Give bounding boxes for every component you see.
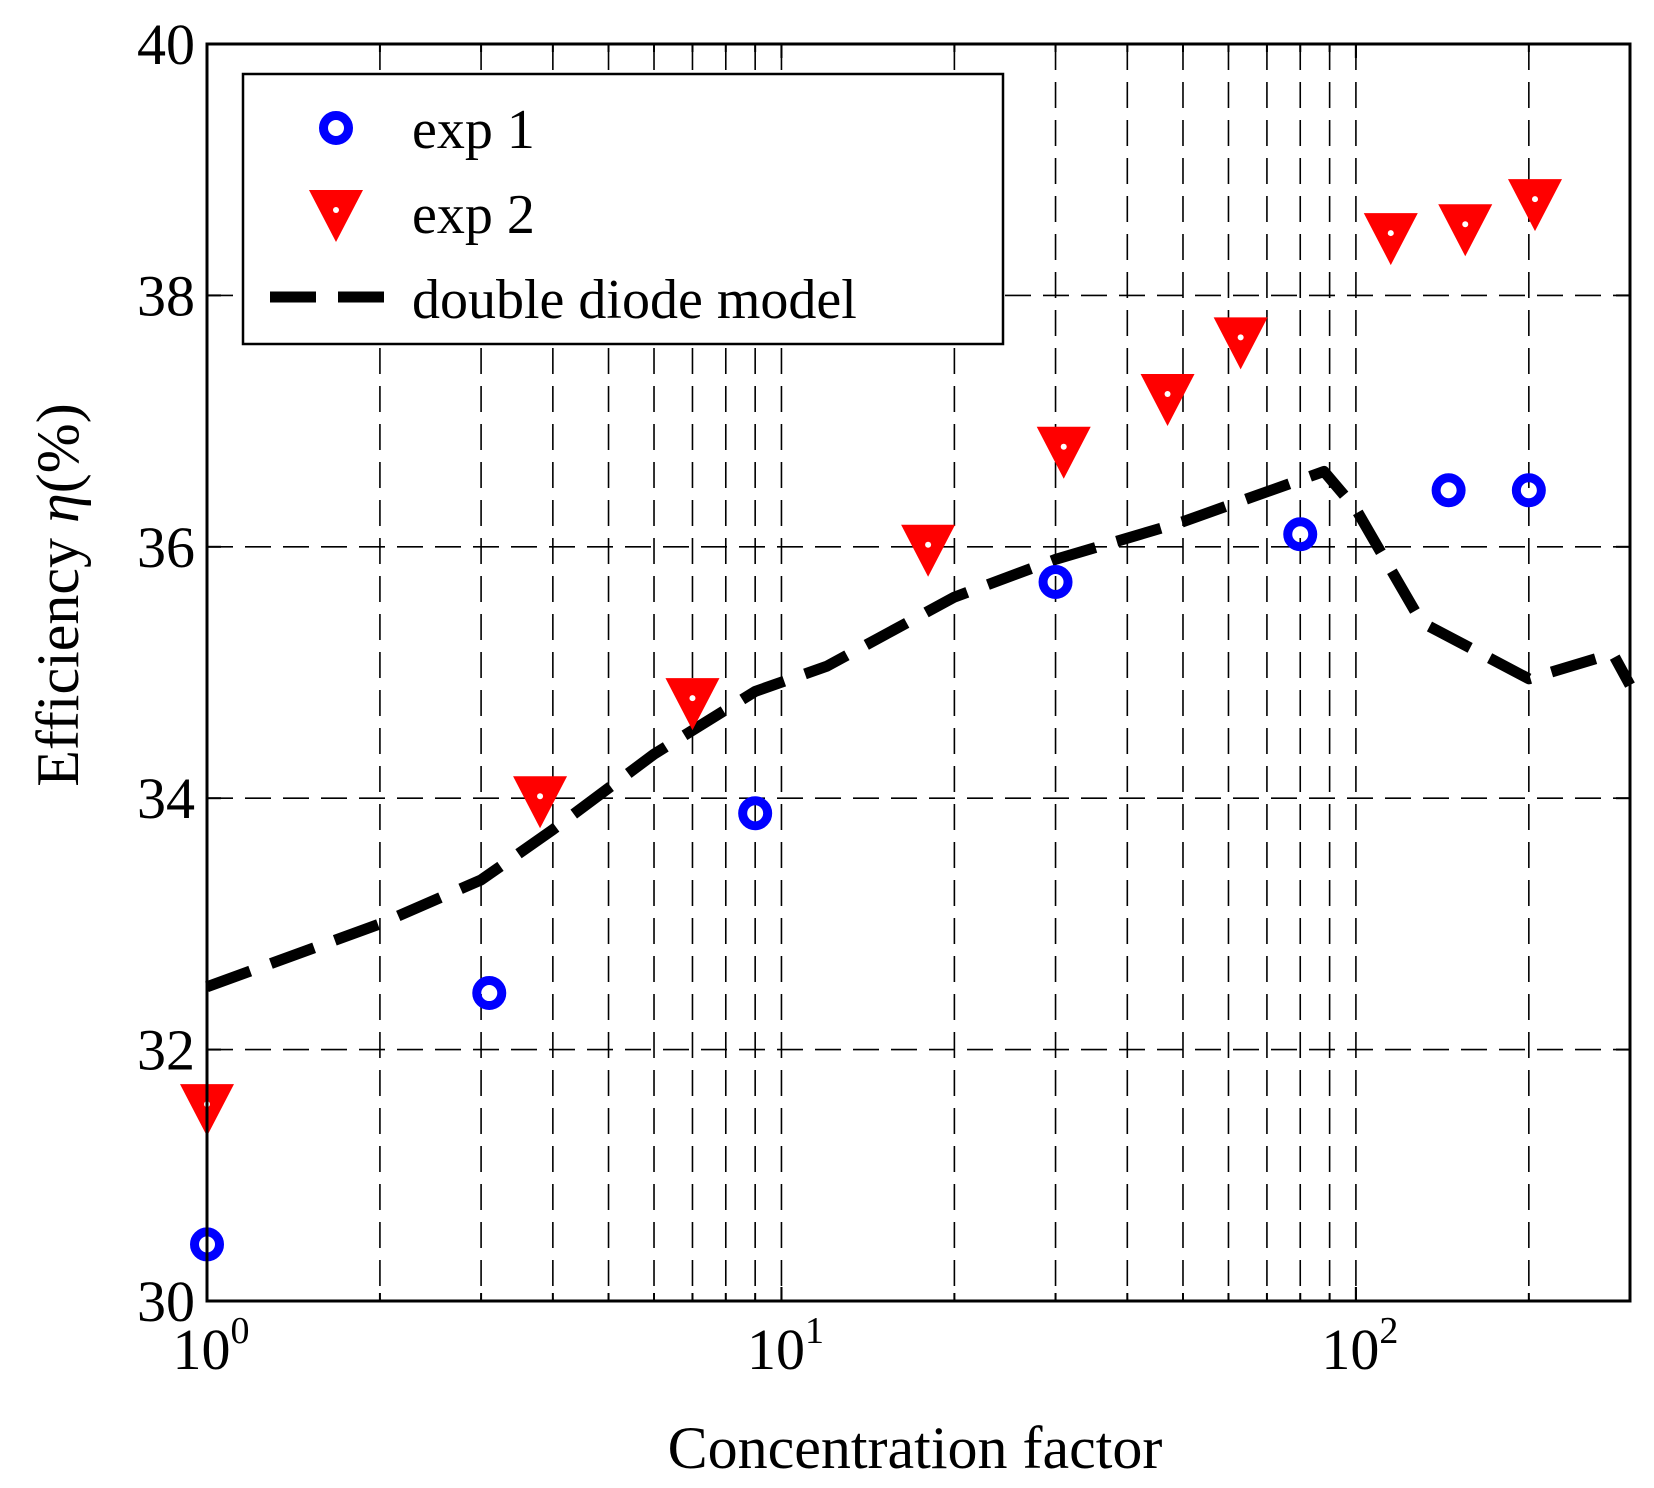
data-point-exp2-fill <box>1363 213 1418 266</box>
data-point-exp2-fill <box>1438 204 1493 257</box>
y-axis-label: Efficiency η(%) <box>25 403 91 786</box>
series-line-double-diode-model <box>205 465 1635 992</box>
data-point-exp2-dot <box>689 695 696 702</box>
data-point-exp2-fill <box>1508 179 1563 232</box>
data-point-exp2 <box>665 678 720 731</box>
data-point-exp2 <box>1036 426 1091 479</box>
legend-label-exp1: exp 1 <box>412 99 535 161</box>
y-axis-label-prefix: Efficiency <box>25 523 91 787</box>
data-point-exp2 <box>1213 317 1268 370</box>
x-axis-label: Concentration factor <box>668 1415 1163 1481</box>
y-axis-label-symbol: η <box>25 493 91 523</box>
y-tick-label: 34 <box>137 766 195 831</box>
data-point-exp2 <box>513 776 568 829</box>
legend-marker-exp2 <box>309 190 363 242</box>
y-axis-label-suffix: (%) <box>25 403 91 493</box>
data-point-exp1 <box>1038 564 1073 599</box>
plot-frame <box>205 42 1632 1303</box>
data-point-exp2-fill <box>1213 317 1268 370</box>
x-tick-label: 102 <box>1321 1310 1398 1382</box>
data-point-exp2-dot <box>1462 221 1469 228</box>
data-point-exp2-dot <box>1387 230 1394 237</box>
data-point-exp1 <box>472 976 507 1011</box>
data-point-exp2 <box>901 524 956 577</box>
data-point-exp2-dot <box>1060 443 1067 450</box>
y-tick-label: 32 <box>137 1018 195 1083</box>
data-point-exp2 <box>1438 204 1493 257</box>
data-point-exp2-dot <box>925 541 932 548</box>
data-point-exp2-dot <box>537 793 544 800</box>
legend-swatches <box>270 111 398 303</box>
data-point-exp2-fill <box>901 524 956 577</box>
legend-label-exp2: exp 2 <box>412 184 535 246</box>
data-point-exp2-dot <box>1164 390 1171 397</box>
y-tick-label: 30 <box>137 1269 195 1334</box>
data-point-exp1 <box>1283 517 1318 552</box>
y-tick-label: 36 <box>137 515 195 580</box>
data-point-exp1 <box>738 796 773 831</box>
data-point-exp2-fill <box>513 776 568 829</box>
y-tick-label: 38 <box>137 263 195 328</box>
data-point-exp2-dot <box>1237 334 1244 341</box>
x-tick-label: 100 <box>173 1310 250 1382</box>
x-tick-label: 101 <box>747 1310 824 1382</box>
data-point-exp2-fill <box>665 678 720 731</box>
data-point-exp2-fill <box>1140 373 1195 426</box>
legend-label-model: double diode model <box>412 269 857 331</box>
data-point-exp1 <box>1511 473 1546 508</box>
data-point-exp1 <box>1431 473 1466 508</box>
data-point-exp2-fill <box>1036 426 1091 479</box>
plot-data <box>180 179 1635 1262</box>
axis-ticks: 30 32 34 36 38 40 100 101 102 <box>137 12 1630 1382</box>
data-point-exp2 <box>1140 373 1195 426</box>
legend-marker-exp1 <box>319 111 353 145</box>
legend-marker-exp2-fill <box>309 190 363 242</box>
data-point-exp2-dot <box>1532 196 1539 203</box>
data-point-exp2 <box>1508 179 1563 232</box>
y-tick-label: 40 <box>137 12 195 77</box>
legend-marker-exp2-dot <box>333 207 339 213</box>
legend: exp 1 exp 2 double diode model <box>241 72 1005 346</box>
series-exp2 <box>180 179 1563 1137</box>
data-point-exp2 <box>1363 213 1418 266</box>
